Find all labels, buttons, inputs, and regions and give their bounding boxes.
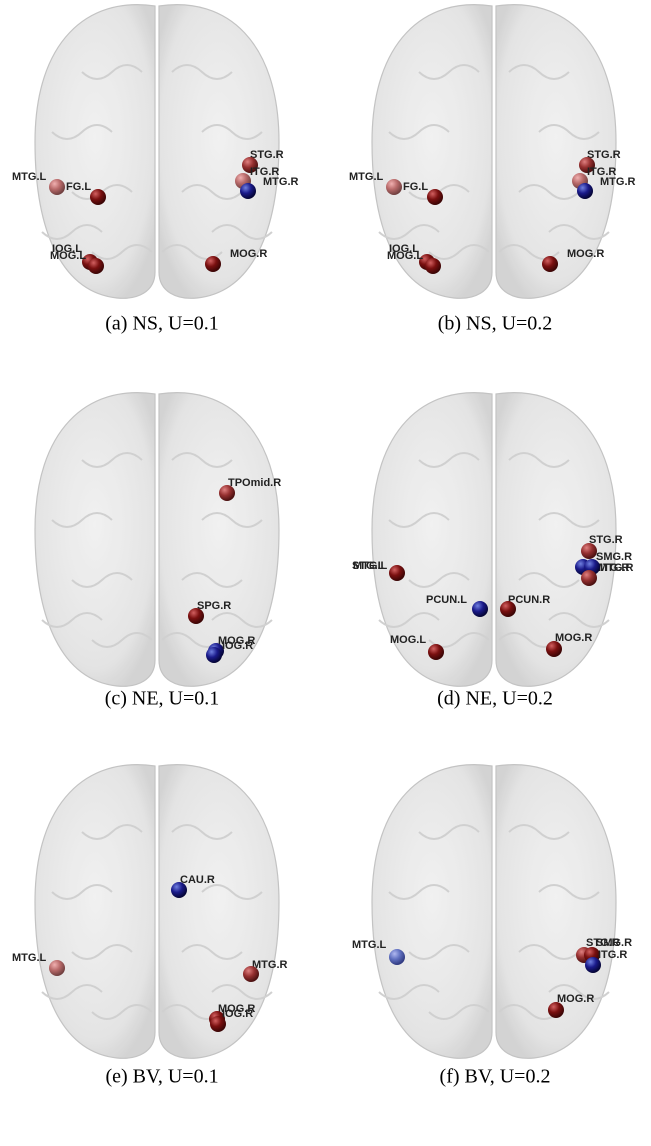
node-label: IOG.R: [222, 640, 253, 652]
node: [546, 641, 562, 657]
node: [49, 960, 65, 976]
node: [205, 256, 221, 272]
node: [243, 966, 259, 982]
node: [386, 179, 402, 195]
node-label: SPG.R: [197, 600, 231, 612]
node: [428, 644, 444, 660]
caption: (f) BV, U=0.2: [440, 1066, 551, 1088]
node-label: ITG.R: [598, 949, 627, 961]
node: [581, 543, 597, 559]
node: [188, 608, 204, 624]
node-label: PCUN.L: [426, 594, 467, 606]
node-label: ITG.R: [600, 562, 629, 574]
node-label: MTG.L: [352, 939, 386, 951]
caption: (a) NS, U=0.1: [105, 313, 219, 335]
node-label: CAU.R: [180, 874, 215, 886]
node-label: MOG.R: [557, 993, 594, 1005]
caption: (e) BV, U=0.1: [105, 1066, 218, 1088]
node-label: MOG.L: [387, 250, 423, 262]
node: [577, 183, 593, 199]
node-label: TPOmid.R: [228, 477, 281, 489]
node: [542, 256, 558, 272]
node-label: MTG.L: [12, 952, 46, 964]
node: [88, 258, 104, 274]
node: [425, 258, 441, 274]
node-label: MOG.L: [390, 634, 426, 646]
figure: MTG.LFG.LSTG.RITG.RMTG.RIOG.LMOG.LMOG.R(…: [0, 0, 651, 1146]
node-label: MTG.R: [263, 176, 298, 188]
caption: (d) NE, U=0.2: [437, 688, 553, 710]
node: [49, 179, 65, 195]
node-label: STG.R: [589, 534, 623, 546]
caption: (b) NS, U=0.2: [438, 313, 553, 335]
node-label: MTG.L: [353, 560, 387, 572]
node: [219, 485, 235, 501]
node: [210, 1016, 226, 1032]
node: [585, 957, 601, 973]
node-label: IOG.R: [222, 1008, 253, 1020]
caption: (c) NE, U=0.1: [105, 688, 220, 710]
node: [389, 565, 405, 581]
node-label: SMG.R: [596, 937, 632, 949]
node-label: MOG.R: [567, 248, 604, 260]
node-label: MTG.R: [600, 176, 635, 188]
node: [389, 949, 405, 965]
node-label: MOG.R: [555, 632, 592, 644]
node: [240, 183, 256, 199]
node: [581, 570, 597, 586]
node: [90, 189, 106, 205]
node-label: MTG.L: [349, 171, 383, 183]
node-label: MTG.L: [12, 171, 46, 183]
node: [500, 601, 516, 617]
node-label: MOG.L: [50, 250, 86, 262]
node-label: PCUN.R: [508, 594, 550, 606]
node: [548, 1002, 564, 1018]
node: [206, 647, 222, 663]
node: [427, 189, 443, 205]
node-label: FG.L: [66, 181, 91, 193]
node: [171, 882, 187, 898]
node-label: FG.L: [403, 181, 428, 193]
node-label: MOG.R: [230, 248, 267, 260]
node: [472, 601, 488, 617]
